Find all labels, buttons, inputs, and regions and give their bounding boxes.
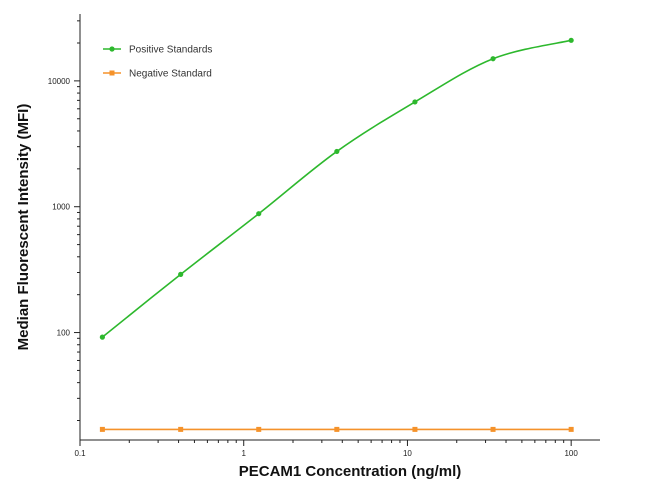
data-point (99, 426, 105, 432)
y-tick-label: 1000 (52, 203, 70, 212)
y-axis-title: Median Fluorescent Intensity (MFI) (15, 104, 32, 351)
data-point (334, 426, 340, 432)
axes (79, 14, 600, 441)
y-tick-label: 10000 (48, 77, 71, 86)
data-point (490, 426, 496, 432)
data-point (490, 56, 496, 62)
data-point (412, 426, 418, 432)
ticks: 100 1000 10000 0.1 1 10 100 (48, 20, 578, 458)
data-point (178, 426, 184, 432)
series-group (99, 37, 574, 432)
data-point (256, 211, 262, 217)
data-point (256, 426, 262, 432)
x-tick-label: 10 (403, 449, 412, 458)
legend-label: Positive Standards (129, 45, 212, 56)
legend-label: Negative Standard (129, 69, 212, 80)
series-line-0 (101, 39, 572, 338)
x-tick-label: 100 (564, 449, 578, 458)
data-point (568, 37, 574, 43)
x-tick-label: 0.1 (74, 449, 86, 458)
legend-marker (109, 70, 115, 76)
data-point (334, 148, 340, 155)
data-point (412, 99, 418, 105)
data-point (568, 426, 574, 432)
data-point (178, 271, 184, 277)
x-axis-title: PECAM1 Concentration (ng/ml) (239, 463, 462, 480)
legend-marker (109, 46, 115, 52)
data-point (99, 334, 105, 340)
x-tick-label: 1 (241, 449, 246, 458)
legend: Positive Standards Negative Standard (103, 45, 212, 80)
y-tick-label: 100 (57, 329, 71, 338)
